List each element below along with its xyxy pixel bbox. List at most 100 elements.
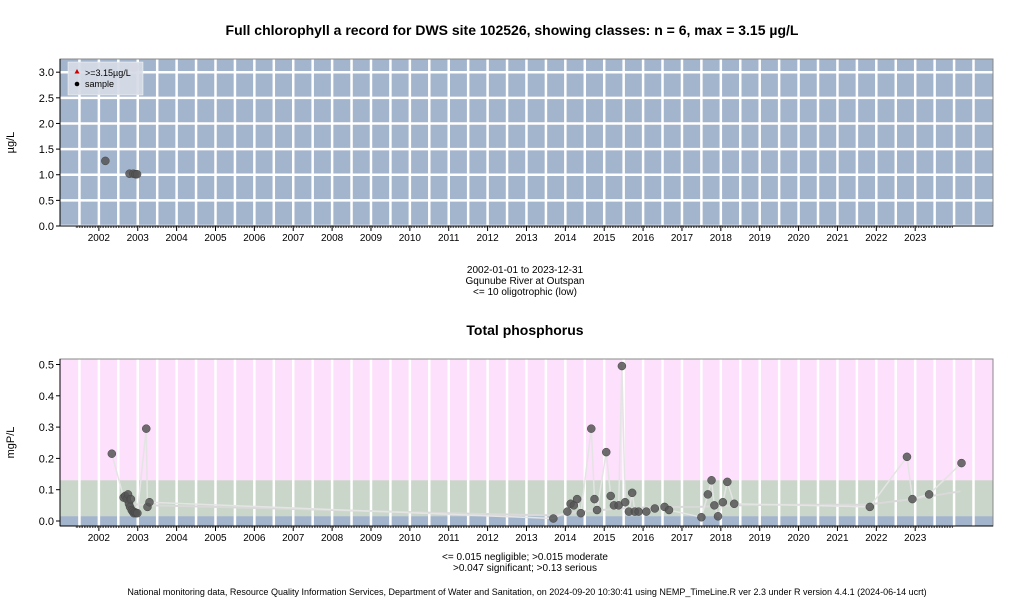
chart-2-data-point [549, 514, 558, 523]
chart-1-x-tick-label: 2003 [127, 233, 150, 244]
chart-1-y-tick-label: 0.5 [39, 195, 54, 207]
chart-2-x-tick-label: 2013 [515, 533, 538, 544]
chart-1-y-tick-label: 3.0 [39, 67, 54, 79]
chart-2-x-tick-label: 2012 [476, 533, 499, 544]
chart-1-y-tick-label: 1.0 [39, 170, 54, 182]
chart-2-data-point [601, 447, 611, 457]
chart-2-data-point [634, 507, 643, 516]
chart-2-y-axis-label: mgP/L [5, 427, 17, 459]
chart-2-data-point [664, 505, 674, 515]
chart-1-x-tick-label: 2016 [632, 233, 655, 244]
footer-credit: National monitoring data, Resource Quali… [127, 587, 927, 597]
chart-2-y-tick-label: 0.3 [39, 422, 54, 434]
chart-2-note-classes-1: <= 0.015 negligible; >0.015 moderate [442, 552, 608, 563]
chart-1-x-tick-label: 2021 [826, 233, 849, 244]
chart-1-x-tick-label: 2002 [88, 233, 111, 244]
chart-1-x-tick-label: 2022 [865, 233, 888, 244]
chart-2-x-tick-label: 2009 [360, 533, 383, 544]
chart-1-x-tick-label: 2004 [165, 233, 188, 244]
chart-2-data-point [627, 488, 637, 498]
chart-2-x-tick-label: 2020 [787, 533, 810, 544]
chart-2-x-tick-label: 2014 [554, 533, 577, 544]
chart-2-data-point [718, 497, 728, 507]
chart-2-data-point [592, 505, 602, 515]
chart-2-x-tick-label: 2004 [165, 533, 188, 544]
chart-2-data-point [650, 504, 660, 513]
chart-2-data-point [620, 497, 630, 507]
chart-2-data-point [713, 512, 723, 521]
chart-2-x-tick-label: 2022 [865, 533, 888, 544]
chart-2-data-point [590, 494, 599, 504]
chart-1-x-tick-label: 2007 [282, 233, 305, 244]
chart-1-x-tick-label: 2014 [554, 233, 577, 244]
chart-1-x-tick-label: 2020 [787, 233, 810, 244]
chart-1-x-tick-label: 2009 [360, 233, 383, 244]
chart-2-x-tick-label: 2010 [399, 533, 422, 544]
chart-2-x-tick-label: 2023 [904, 533, 927, 544]
chart-2-x-tick-label: 2003 [127, 533, 150, 544]
chart-1-x-tick-label: 2015 [593, 233, 616, 244]
chart-2-data-point [606, 491, 615, 501]
chart-2-data-point [924, 490, 934, 499]
chart-2-data-point [697, 512, 706, 522]
chart-2-data-point [107, 449, 117, 458]
chart-2-data-point [703, 490, 713, 499]
chart-1-legend-label-sample: sample [85, 79, 114, 89]
chart-2-x-tick-label: 2005 [204, 533, 227, 544]
chart-2-x-tick-label: 2002 [88, 533, 111, 544]
chart-2-x-tick-label: 2008 [321, 533, 344, 544]
chart-2-data-point [617, 361, 627, 371]
chart-1-x-tick-label: 2012 [476, 233, 499, 244]
chart-1-legend-triangle-icon [74, 69, 80, 74]
chart-1-y-tick-label: 2.5 [39, 93, 54, 105]
chart-2-x-tick-label: 2018 [710, 533, 733, 544]
chart-1-data-point [101, 156, 110, 166]
chart-2-y-tick-label: 0.2 [39, 453, 54, 465]
chart-1-title: Full chlorophyll a record for DWS site 1… [225, 22, 799, 38]
chart-1-x-tick-label: 2019 [749, 233, 772, 244]
chart-2-data-point [572, 494, 582, 504]
chart-2-data-point [133, 508, 142, 518]
chart-2-y-tick-label: 0.0 [39, 516, 54, 528]
chart-1-data-point [132, 169, 142, 179]
chart-2-x-tick-label: 2007 [282, 533, 305, 544]
chart-2-data-point [145, 497, 154, 507]
chart-2-data-point [642, 507, 651, 516]
chart-1-note-date-range: 2002-01-01 to 2023-12-31 [466, 265, 584, 276]
chart-1-x-tick-label: 2023 [904, 233, 927, 244]
chart-2-x-tick-label: 2006 [243, 533, 266, 544]
chart-1-x-tick-label: 2010 [399, 233, 422, 244]
chart-2-x-tick-label: 2019 [749, 533, 772, 544]
chart-2-data-point [957, 458, 966, 468]
chart-2-y-tick-label: 0.1 [39, 485, 54, 497]
chart-2-data-point [141, 424, 151, 433]
chart-2-y-tick-label: 0.4 [39, 391, 54, 403]
chart-1-x-tick-label: 2008 [321, 233, 344, 244]
chart-2-data-point [587, 424, 596, 433]
chart-2-x-tick-label: 2017 [671, 533, 694, 544]
chart-2-data-point [723, 477, 732, 487]
chart-2-data-point [729, 499, 739, 509]
chart-1-note-class: <= 10 oligotrophic (low) [473, 287, 577, 298]
chart-1-x-tick-label: 2013 [515, 233, 538, 244]
chart-1-y-tick-label: 1.5 [39, 144, 54, 156]
chart-2-data-point [576, 508, 586, 518]
chart-2-data-point [126, 494, 136, 504]
chart-1-y-tick-label: 2.0 [39, 118, 54, 130]
chart-2-note-classes-2: >0.047 significant; >0.13 serious [453, 563, 597, 574]
chart-1-x-tick-label: 2018 [710, 233, 733, 244]
chart-1-note-site: Gqunube River at Outspan [465, 276, 585, 287]
chart-2-x-tick-label: 2016 [632, 533, 655, 544]
chart-1-x-tick-label: 2011 [438, 233, 460, 244]
chart-2-x-tick-label: 2021 [826, 533, 849, 544]
chart-2-data-point [563, 507, 572, 516]
chart-1-x-tick-label: 2005 [204, 233, 227, 244]
chart-1-x-tick-label: 2017 [671, 233, 694, 244]
chart-1-x-tick-label: 2006 [243, 233, 266, 244]
chart-2-data-point [902, 452, 912, 462]
chart-2-title: Total phosphorus [466, 322, 584, 338]
chart-2-data-point [908, 494, 917, 504]
chart-1-legend-dot-icon [74, 81, 80, 87]
chart-1-legend-label-exceed: >=3.15µg/L [85, 68, 131, 78]
